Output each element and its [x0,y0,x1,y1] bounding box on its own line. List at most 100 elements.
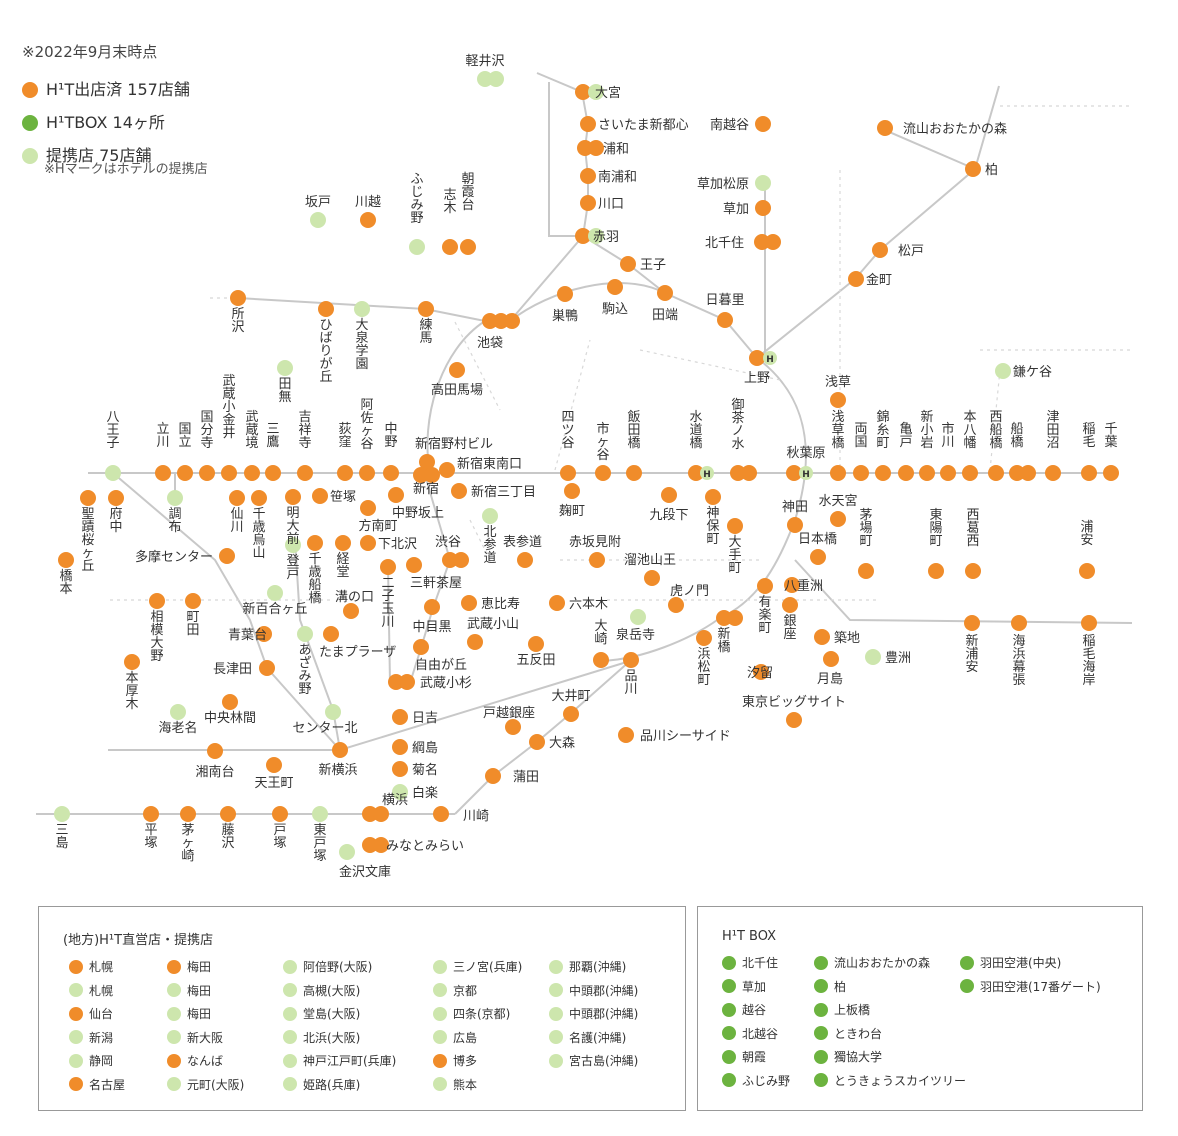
label-char: 蔵 [222,387,235,402]
station-dot [823,651,839,667]
station-label: 天王町 [254,776,293,791]
label-char: 三 [266,422,279,437]
station-dot [830,465,846,481]
station-dot [1009,465,1025,481]
station-dot [898,465,914,481]
hotel-h-icon: H [703,470,711,480]
station-dot [207,743,223,759]
regional-item: 中頭郡(沖縄) [549,1002,638,1026]
label-char: 国 [854,435,867,450]
station-dot [787,517,803,533]
label-char: 田 [186,623,199,638]
map-legend: ※2022年9月末時点 H¹T出店済 157店舗 H¹TBOX 14ヶ所 提携店… [22,36,190,172]
station-dot [482,508,498,524]
regional-item: 三ノ宮(兵庫) [433,955,522,979]
station-label: 西葛西 [966,508,979,549]
station-label: 府中 [109,507,122,535]
station-label: 立川 [156,422,169,450]
label-char: 錦 [876,409,889,425]
station-dot [657,285,673,301]
label-char: ば [319,331,332,346]
station-dot [580,168,596,184]
regional-panel-title: (地方)H¹T直営店・提携店 [63,933,214,948]
label-char: 小 [920,423,933,438]
station-label: 吉祥寺 [298,410,311,451]
station-label: 平塚 [144,823,157,851]
station-label: 大手町 [728,535,741,576]
label-char: 毛 [1082,435,1095,450]
label-char: 朝 [461,172,474,187]
label-char: 道 [483,551,496,566]
label-char: 橋 [59,569,72,584]
label-char: 霞 [461,185,474,200]
station-dot [230,290,246,306]
station-label: 泉岳寺 [616,627,655,643]
htbox-panel-title: H¹T BOX [722,929,777,944]
station-label: 三島 [55,823,68,851]
label-char: 府 [109,507,122,522]
station-label: 月島 [817,672,843,687]
station-dot [504,313,520,329]
station-dot [439,462,455,478]
label-char: 西 [966,534,979,549]
station-label: 阿佐ヶ谷 [360,398,373,452]
station-label: 茅ヶ崎 [181,823,194,864]
label-char: 町 [758,621,771,636]
label-char: 北 [483,525,496,540]
label-char: 谷 [596,448,609,463]
station-dot [362,837,378,853]
station-dot [696,630,712,646]
station-dot [644,570,660,586]
station-label: 千葉 [1104,422,1117,450]
label-char: 園 [355,357,368,372]
regional-item: 阿倍野(大阪) [283,955,396,979]
station-dot [392,709,408,725]
label-char: 中 [384,422,397,437]
label-char: 町 [929,534,942,549]
regional-item-label: 阿倍野(大阪) [303,960,373,975]
station-dot [337,465,353,481]
regional-item-label: 北浜(大阪) [303,1030,361,1045]
station-dot [373,837,389,853]
station-dot [626,465,642,481]
station-dot [461,595,477,611]
station-label: 国分寺 [200,410,213,451]
label-char: 吉 [298,410,311,425]
label-char: 谷 [561,436,574,451]
station-dot [853,465,869,481]
label-char: 四 [561,410,574,425]
store-dot-icon [433,959,447,974]
station-label: 水道橋 [689,410,702,451]
label-char: 野 [410,211,423,226]
label-char: 谷 [360,437,373,452]
station-dot [477,71,493,87]
station-label: 大崎 [594,619,607,647]
station-dot [753,664,769,680]
station-label: 錦糸町 [876,409,889,451]
station-dot [580,116,596,132]
label-char: 銀 [783,614,796,629]
store-dot-icon [69,1053,83,1068]
store-dot-icon [433,1053,447,1068]
hotel-h-icon: H [766,355,774,365]
station-label: 青葉台 [228,628,267,643]
label-char: 岩 [920,436,933,451]
htbox-column: 北千住 草加 越谷 北越谷 朝霞 ふじみ野 [722,951,790,1092]
station-dot [757,578,773,594]
station-dot [325,704,341,720]
station-dot [988,465,1004,481]
light-green-dot-icon [22,147,38,164]
legend-box: H¹TBOX 14ヶ所 [22,106,190,139]
box-dot-icon [722,955,736,970]
label-char: 東 [313,822,326,838]
station-label: みなとみらい [386,839,464,854]
station-dot [360,500,376,516]
regional-item-label: 中頭郡(沖縄) [569,1007,639,1022]
station-dot [1081,465,1097,481]
station-dot [124,654,140,670]
regional-item-label: 静岡 [89,1054,114,1069]
station-label: 豊洲 [885,651,911,666]
regional-item: 広島 [433,1026,522,1050]
legend-opened-label: H¹T出店済 157店舗 [46,80,190,99]
station-dot [297,626,313,642]
